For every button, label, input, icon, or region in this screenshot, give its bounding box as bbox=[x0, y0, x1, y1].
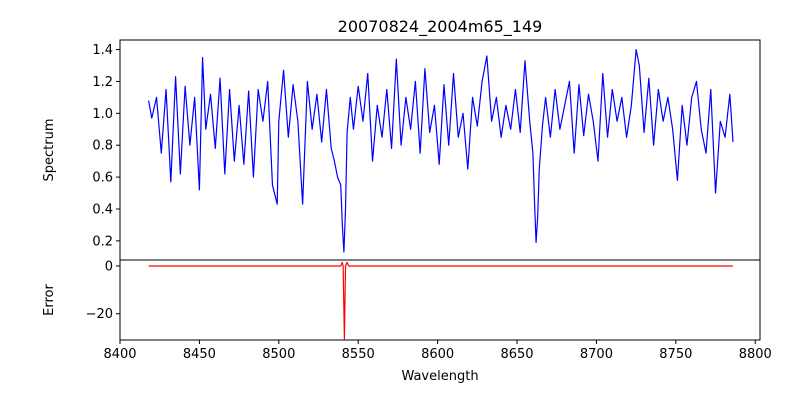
x-tick-label: 8750 bbox=[659, 347, 692, 362]
spectrum-series bbox=[147, 48, 734, 253]
x-tick-label: 8600 bbox=[421, 347, 454, 362]
error-y-tick-label: −20 bbox=[86, 307, 113, 322]
spectrum-series-line bbox=[147, 48, 734, 253]
error-y-ticks: 0 −20 bbox=[86, 259, 120, 322]
spectrum-y-tick-label: 1.4 bbox=[92, 43, 113, 58]
x-tick-label: 8800 bbox=[739, 347, 772, 362]
spectrum-y-tick-label: 0.2 bbox=[92, 234, 113, 249]
spectrum-y-tick-label: 0.4 bbox=[92, 202, 113, 217]
x-tick-label: 8500 bbox=[262, 347, 295, 362]
spectrum-panel: 0.2 0.4 0.6 0.8 1.0 1.2 1.4 Spectrum bbox=[42, 39, 761, 261]
spectrum-y-tick-label: 1.0 bbox=[92, 107, 113, 122]
error-panel-frame bbox=[119, 259, 761, 341]
error-panel: 0 −20 Error bbox=[42, 259, 761, 341]
error-series-line bbox=[148, 261, 733, 340]
spectrum-y-axis-label: Spectrum bbox=[42, 119, 57, 182]
error-series bbox=[148, 261, 733, 340]
spectrum-y-ticks: 0.2 0.4 0.6 0.8 1.0 1.2 1.4 bbox=[92, 43, 120, 249]
chart-title: 20070824_2004m65_149 bbox=[338, 17, 543, 37]
x-tick-label: 8450 bbox=[183, 347, 216, 362]
spectrum-y-tick-label: 0.6 bbox=[92, 171, 113, 186]
error-y-axis-label: Error bbox=[42, 284, 57, 316]
x-axis-label: Wavelength bbox=[401, 369, 478, 384]
spectrum-y-tick-label: 1.2 bbox=[92, 75, 113, 90]
x-tick-label: 8400 bbox=[103, 347, 136, 362]
error-y-tick-label: 0 bbox=[105, 259, 113, 274]
x-tick-label: 8550 bbox=[342, 347, 375, 362]
x-axis-ticks: 8400 8450 8500 8550 8600 8650 8700 8750 8800 bbox=[103, 340, 772, 362]
x-tick-label: 8700 bbox=[580, 347, 613, 362]
x-tick-label: 8650 bbox=[500, 347, 533, 362]
spectrum-y-tick-label: 0.8 bbox=[92, 139, 113, 154]
